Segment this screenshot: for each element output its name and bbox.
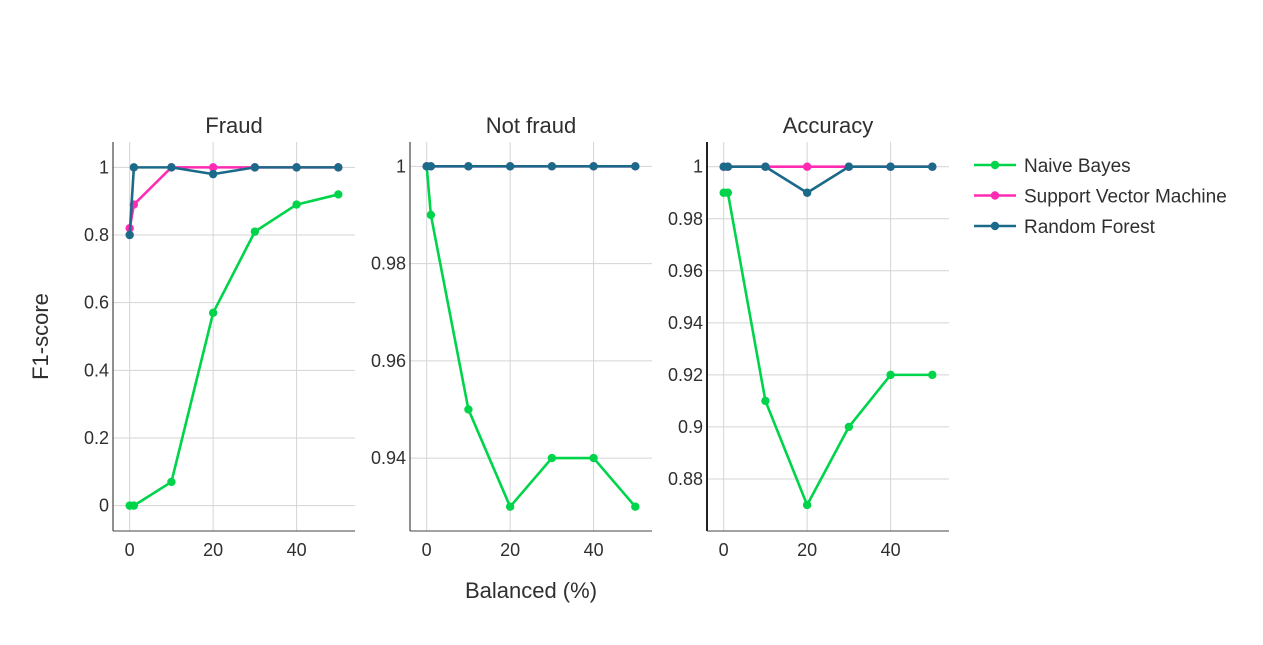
y-tick-label: 1	[99, 157, 109, 177]
data-point-random-forest	[167, 163, 176, 172]
series-line-naive-bayes	[425, 165, 637, 508]
subplot-accuracy: 0.88 0.9 0.92 0.94 0.96 0.98 1 0 20 40 Accuracy	[668, 113, 949, 560]
data-point-naive-bayes	[129, 501, 139, 510]
series-line-naive-bayes	[722, 191, 934, 507]
series-random-forest	[422, 162, 640, 171]
data-point-naive-bayes	[802, 500, 812, 510]
legend-label: Naive Bayes	[1024, 156, 1131, 177]
subplot-not-fraud: 0.94 0.96 0.98 1 0 20 40 Not fraud Balanced (%)	[371, 113, 652, 603]
x-tick-label: 40	[881, 540, 901, 560]
data-point-random-forest	[928, 162, 937, 171]
data-point-naive-bayes	[631, 502, 640, 511]
data-point-naive-bayes	[292, 200, 301, 209]
legend-item-naive-bayes[interactable]: Naive Bayes	[974, 156, 1131, 177]
series-random-forest	[719, 162, 937, 197]
legend-label: Random Forest	[1024, 217, 1156, 238]
legend-label: Support Vector Machine	[1024, 187, 1227, 208]
data-point-naive-bayes	[426, 210, 436, 220]
data-point-random-forest	[886, 162, 895, 171]
y-tick-label: 0.98	[371, 254, 406, 274]
data-point-random-forest	[844, 162, 854, 171]
legend-swatch-marker	[990, 191, 1000, 200]
y-tick-label: 0.96	[668, 261, 703, 281]
x-tick-label: 20	[203, 540, 223, 560]
y-axis-title: F1-score	[28, 293, 53, 380]
data-point-naive-bayes	[250, 227, 260, 236]
y-tick-label: 0.2	[84, 428, 109, 448]
data-point-naive-bayes	[761, 396, 770, 406]
y-tick-label: 0.94	[371, 448, 406, 468]
y-tick-label: 0.8	[84, 225, 109, 245]
data-point-naive-bayes	[167, 477, 176, 487]
subplot-title: Accuracy	[783, 113, 873, 138]
legend-swatch-marker	[990, 221, 1000, 231]
y-tick-label: 0.98	[668, 209, 703, 229]
data-point-random-forest	[464, 162, 473, 171]
x-tick-label: 0	[125, 540, 135, 560]
data-point-random-forest	[761, 162, 770, 171]
data-point-random-forest	[334, 163, 343, 172]
x-tick-label: 0	[719, 540, 729, 560]
series-naive-bayes	[719, 188, 937, 510]
y-tick-label: 0.88	[668, 469, 703, 489]
series-naive-bayes	[422, 162, 640, 511]
x-tick-label: 40	[584, 540, 604, 560]
data-point-support-vector-machine	[802, 162, 812, 171]
x-tick-label: 40	[287, 540, 307, 560]
y-tick-label: 0.4	[84, 360, 109, 380]
data-point-naive-bayes	[464, 405, 473, 414]
data-point-support-vector-machine	[208, 163, 218, 172]
y-tick-label: 1	[396, 156, 406, 176]
data-point-random-forest	[802, 188, 812, 197]
y-tick-label: 0.96	[371, 351, 406, 371]
data-point-naive-bayes	[547, 453, 557, 463]
subplot-fraud: 0 0.2 0.4 0.6 0.8 1 0 20 40 Fraud F1-score	[28, 113, 355, 560]
data-point-random-forest	[292, 163, 301, 172]
y-tick-label: 0	[99, 496, 109, 516]
series-random-forest	[125, 163, 343, 240]
data-point-random-forest	[631, 162, 640, 171]
data-point-naive-bayes	[886, 370, 895, 380]
data-point-random-forest	[250, 163, 260, 172]
data-point-naive-bayes	[334, 190, 343, 199]
series-naive-bayes	[125, 190, 343, 510]
data-point-random-forest	[129, 163, 139, 172]
legend: Naive Bayes Support Vector Machine Random …	[974, 156, 1227, 238]
data-point-random-forest	[125, 230, 134, 240]
y-tick-label: 0.94	[668, 313, 703, 333]
data-point-naive-bayes	[844, 422, 854, 432]
series-line-support-vector-machine	[128, 166, 340, 230]
data-point-naive-bayes	[208, 308, 218, 318]
data-point-random-forest	[589, 162, 598, 171]
x-tick-label: 20	[500, 540, 520, 560]
data-point-random-forest	[723, 162, 733, 171]
data-point-naive-bayes	[928, 370, 937, 380]
series-line-naive-bayes	[128, 193, 340, 507]
legend-item-support-vector-machine[interactable]: Support Vector Machine	[974, 187, 1227, 208]
x-tick-label: 0	[422, 540, 432, 560]
data-point-naive-bayes	[589, 453, 598, 463]
legend-swatch-marker	[990, 160, 1000, 170]
data-point-random-forest	[426, 162, 436, 171]
subplot-title: Not fraud	[486, 113, 577, 138]
series-line-random-forest	[722, 165, 934, 195]
y-tick-label: 0.6	[84, 293, 109, 313]
subplot-title: Fraud	[205, 113, 262, 138]
data-point-naive-bayes	[723, 188, 733, 197]
data-point-naive-bayes	[505, 502, 515, 511]
data-point-random-forest	[505, 162, 515, 171]
y-tick-label: 0.92	[668, 365, 703, 385]
series-support-vector-machine	[125, 163, 343, 233]
legend-item-random-forest[interactable]: Random Forest	[974, 217, 1156, 238]
y-tick-label: 0.9	[678, 417, 703, 437]
data-point-random-forest	[547, 162, 557, 171]
x-axis-title: Balanced (%)	[465, 578, 597, 603]
data-point-random-forest	[208, 169, 218, 179]
y-tick-label: 1	[693, 157, 703, 177]
x-tick-label: 20	[797, 540, 817, 560]
